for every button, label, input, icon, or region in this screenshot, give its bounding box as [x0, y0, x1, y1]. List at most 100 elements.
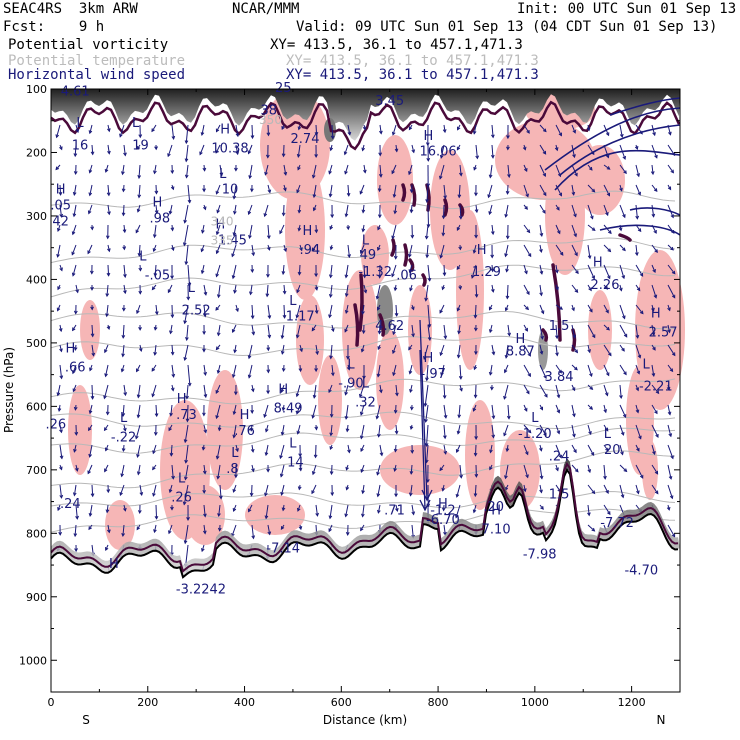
wind-arrowhead [328, 528, 332, 533]
wind-arrowhead [154, 190, 159, 195]
hl-label: 1.45 [218, 234, 247, 249]
wind-arrowhead [571, 307, 575, 312]
wind-arrowhead [106, 272, 111, 277]
hl-label: H [240, 408, 250, 423]
wind-arrowhead [363, 289, 368, 294]
wind-arrowhead [215, 250, 220, 255]
wind-arrow [651, 484, 659, 494]
wind-arrow [296, 304, 301, 318]
wind-arrowhead [474, 192, 478, 197]
wind-arrowhead [458, 172, 463, 177]
wind-arrow [217, 464, 221, 479]
wind-arrow [409, 264, 413, 273]
wind-arrow [475, 204, 478, 213]
wind-arrow [233, 184, 237, 199]
wind-arrowhead [267, 315, 272, 320]
wind-arrowhead [474, 473, 479, 478]
wind-arrowhead [409, 189, 414, 194]
hl-label: .73 [176, 408, 197, 423]
wind-arrowhead [456, 307, 461, 312]
pv-fill-region [207, 370, 243, 490]
wind-arrowhead [107, 248, 111, 253]
wind-arrowhead [202, 530, 207, 535]
wind-arrow [59, 204, 62, 217]
wind-arrowhead [459, 387, 463, 392]
wind-arrowhead [605, 490, 609, 494]
wind-arrowhead [456, 430, 461, 435]
wind-arrowhead [639, 130, 643, 135]
wind-arrow [251, 444, 254, 452]
wind-arrowhead [120, 473, 124, 478]
wind-arrow [248, 364, 253, 378]
wind-arrowhead [57, 227, 61, 233]
wind-arrowhead [651, 213, 656, 218]
wind-arrowhead [455, 493, 460, 498]
hl-label: L [362, 234, 370, 249]
wind-arrowhead [622, 214, 626, 219]
hl-label: .71 [384, 503, 405, 518]
wind-arrowhead [670, 169, 674, 174]
wind-arrow [138, 244, 141, 256]
wind-arrowhead [281, 212, 286, 217]
wind-arrowhead [203, 513, 207, 518]
wind-arrow [234, 344, 237, 353]
wind-arrowhead [330, 135, 335, 140]
wind-arrowhead [90, 286, 94, 291]
hl-label: 4.62 [375, 319, 404, 334]
wind-arrowhead [394, 430, 399, 435]
wind-arrow [203, 464, 206, 474]
wind-arrow [425, 404, 429, 422]
wind-arrow [215, 384, 221, 394]
hl-label: .76 [234, 424, 255, 439]
wind-arrowhead [280, 526, 285, 531]
wind-arrowhead [622, 247, 626, 252]
wind-arrowhead [167, 289, 172, 294]
wind-arrowhead [458, 286, 463, 291]
wind-arrow [408, 244, 413, 257]
wind-arrowhead [411, 511, 416, 516]
wind-arrow [491, 424, 495, 438]
wind-arrow [171, 124, 175, 139]
wind-arrow [122, 344, 125, 357]
wind-arrowhead [168, 530, 172, 535]
wind-arrow [571, 144, 575, 158]
wind-arrow [155, 404, 158, 417]
wind-arrowhead [88, 169, 93, 174]
wind-arrowhead [153, 326, 158, 331]
wind-arrowhead [346, 366, 351, 371]
wind-arrow [123, 264, 126, 278]
wind-arrowhead [311, 327, 316, 332]
wind-arrowhead [670, 455, 674, 460]
wind-arrow [73, 444, 77, 452]
wind-arrowhead [555, 352, 559, 357]
wind-arrowhead [408, 269, 413, 274]
wind-arrowhead [218, 495, 223, 500]
wind-arrow [651, 384, 660, 394]
wind-arrow [603, 304, 609, 313]
wind-arrowhead [187, 282, 192, 287]
fcst-label: Fcst: 9 h [3, 19, 105, 35]
wind-arrowhead [266, 235, 271, 240]
wind-arrowhead [459, 474, 463, 479]
wind-arrow [603, 344, 612, 356]
wind-arrow [571, 324, 576, 338]
wind-arrowhead [203, 313, 207, 318]
wind-arrowhead [544, 393, 548, 398]
wind-arrowhead [328, 389, 332, 394]
wind-arrowhead [488, 174, 493, 179]
pv-contour-layer [50, 100, 681, 352]
wind-arrow [491, 124, 494, 138]
wind-arrowhead [589, 308, 593, 313]
wind-arrowhead [232, 411, 237, 416]
high-low-label-layer: 4.61L16L19H10.3825382.743.45H16.06H.0542… [45, 81, 677, 597]
wind-arrowhead [587, 469, 592, 474]
wind-arrow [73, 184, 77, 196]
wind-arrow [267, 324, 271, 338]
wind-arrow [651, 404, 658, 414]
wind-arrow [439, 164, 445, 179]
wind-arrowhead [606, 326, 610, 331]
wind-arrowhead [603, 409, 607, 414]
wind-arrow [234, 284, 237, 293]
wind-arrow [362, 224, 365, 232]
wind-arrow [283, 304, 286, 318]
